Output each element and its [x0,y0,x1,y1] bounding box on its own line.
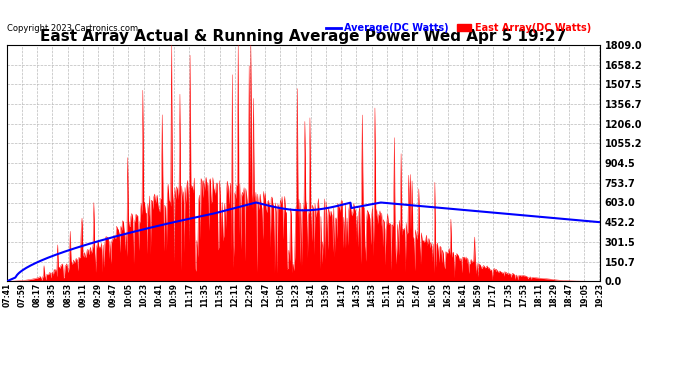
Text: Copyright 2023 Cartronics.com: Copyright 2023 Cartronics.com [7,24,138,33]
Title: East Array Actual & Running Average Power Wed Apr 5 19:27: East Array Actual & Running Average Powe… [41,29,566,44]
Legend: Average(DC Watts), East Array(DC Watts): Average(DC Watts), East Array(DC Watts) [322,19,595,37]
